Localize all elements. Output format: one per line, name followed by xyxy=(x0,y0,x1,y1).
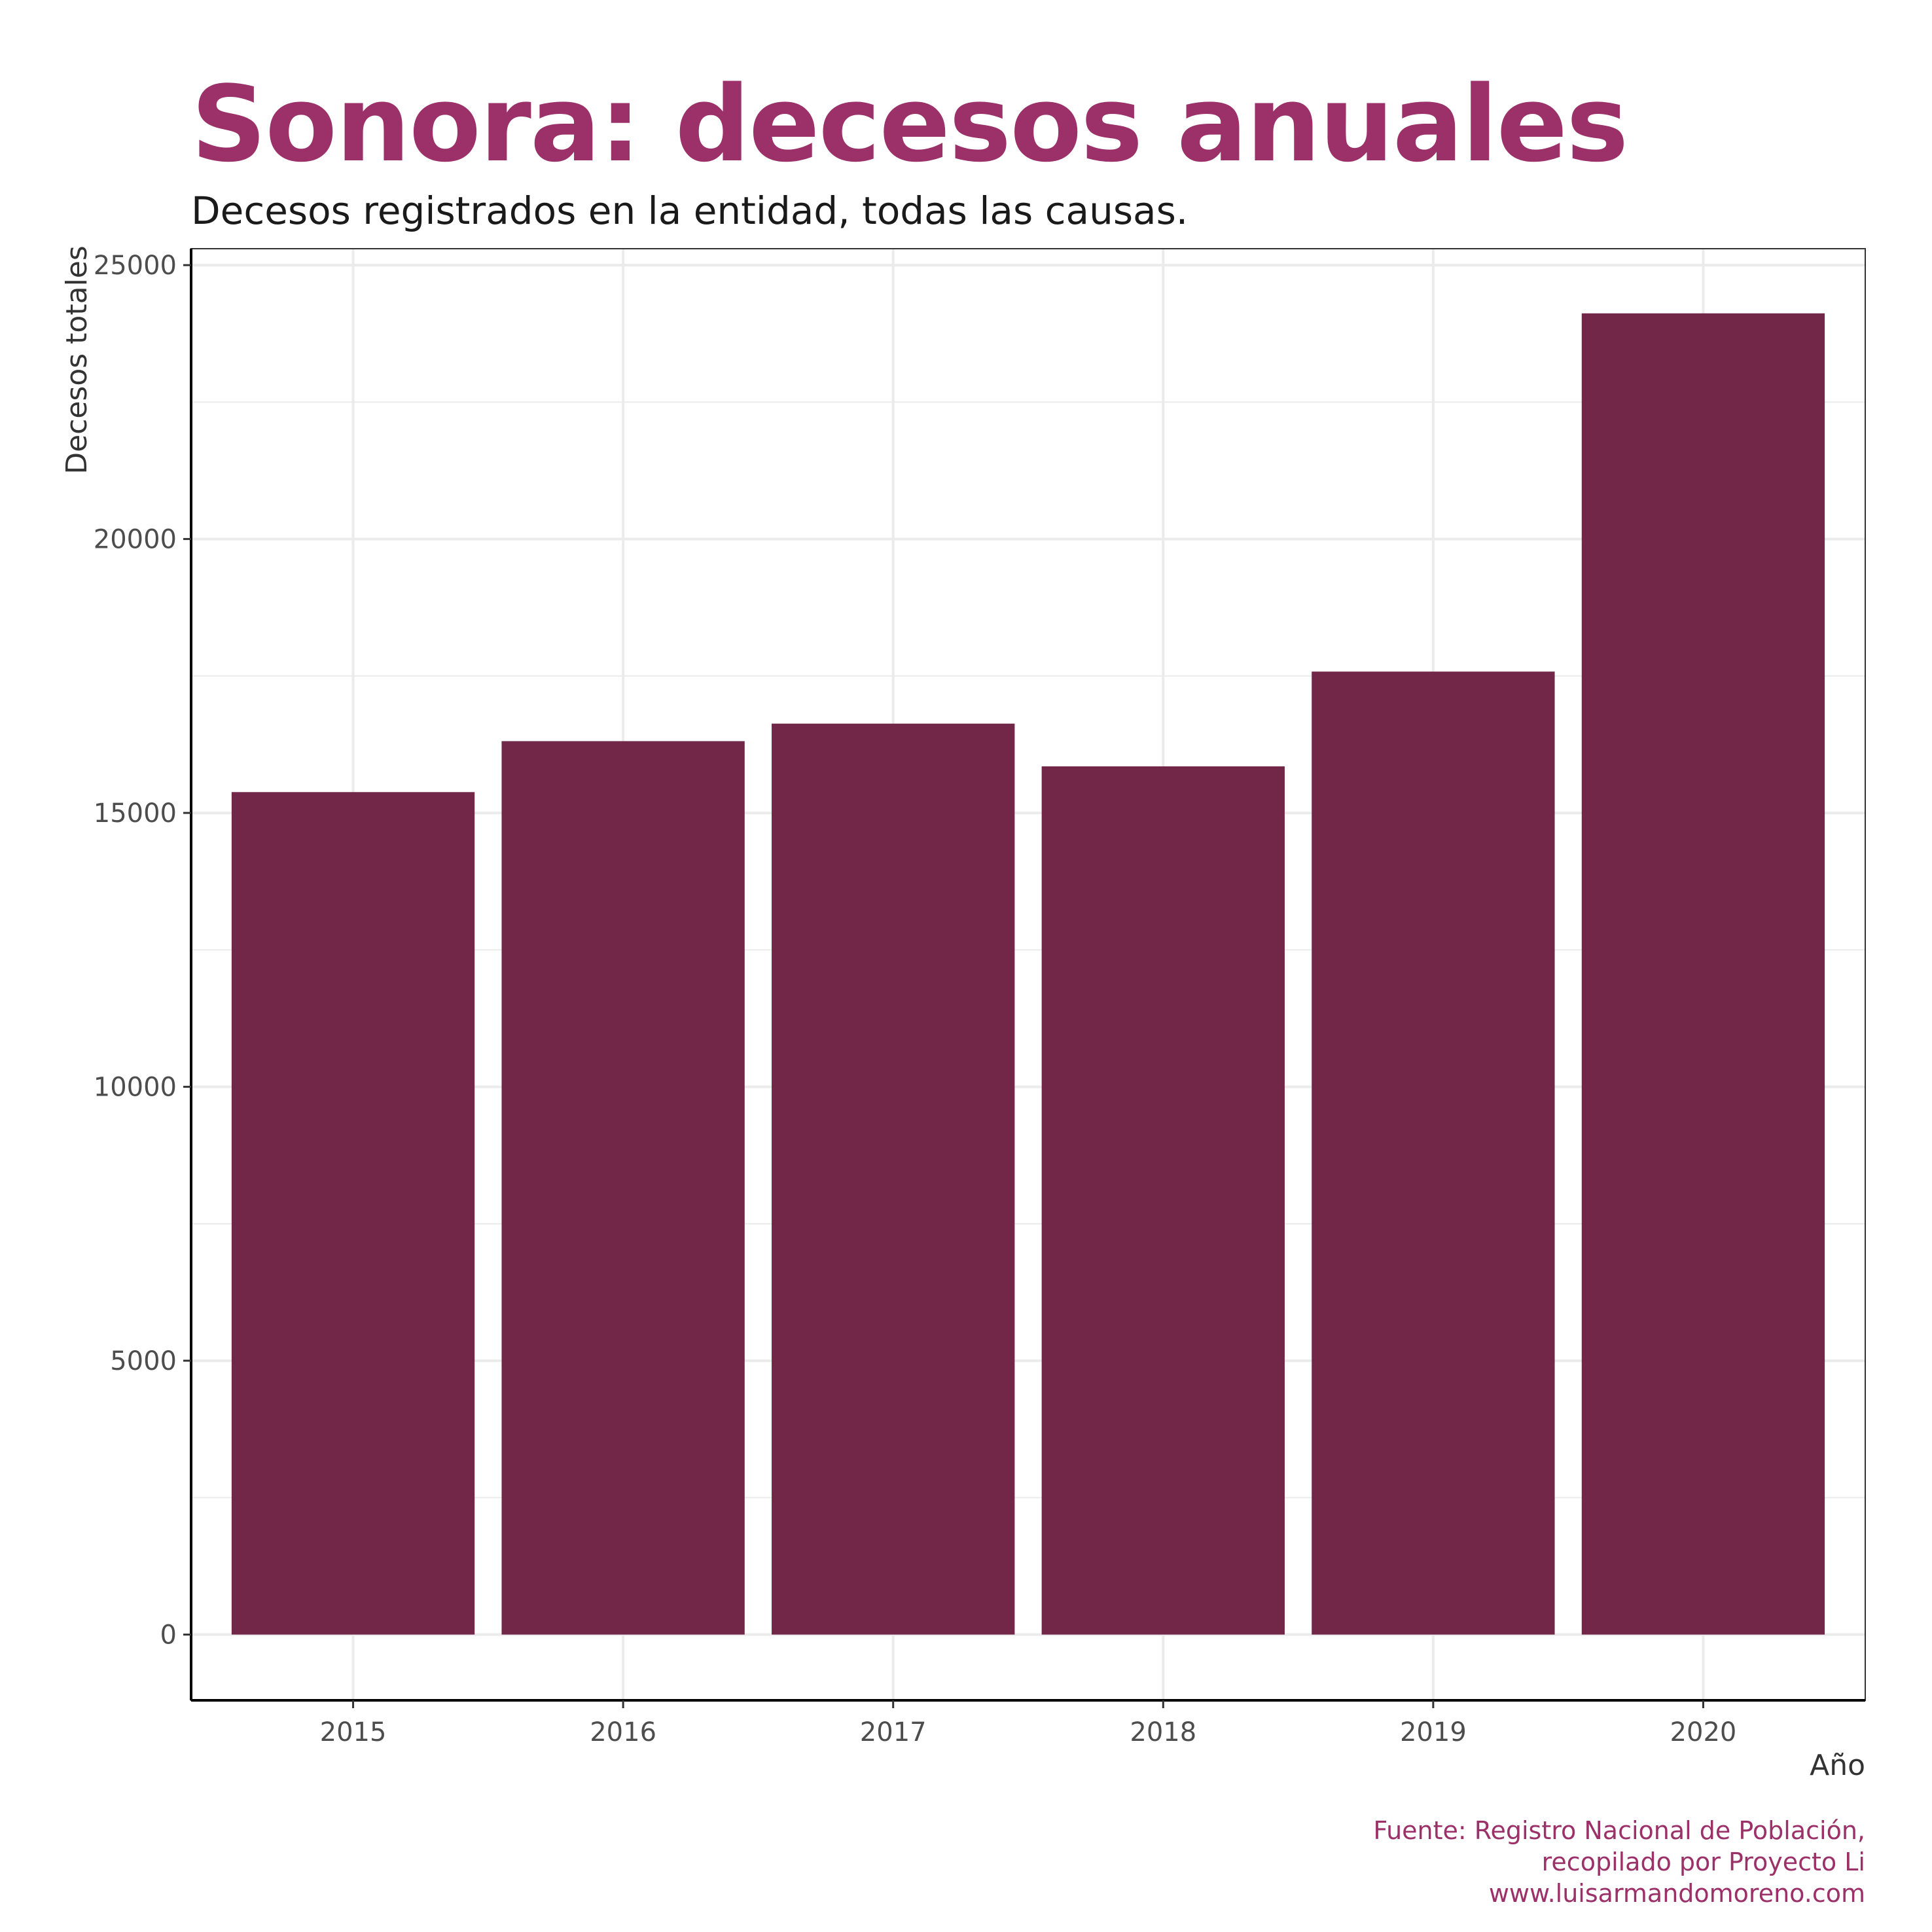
bar-2018 xyxy=(1041,766,1285,1635)
x-tick-label: 2016 xyxy=(590,1717,656,1747)
caption-source: Fuente: Registro Nacional de Población, xyxy=(1373,1816,1865,1845)
bar-2019 xyxy=(1312,671,1555,1635)
y-tick-label: 15000 xyxy=(94,798,177,829)
chart-subtitle: Decesos registrados en la entidad, todas… xyxy=(191,188,1188,233)
chart-title: Sonora: decesos anuales xyxy=(191,63,1627,185)
x-tick-label: 2020 xyxy=(1670,1717,1737,1747)
caption-website: www.luisarmandomoreno.com xyxy=(1489,1879,1865,1908)
x-tick-label: 2018 xyxy=(1130,1717,1196,1747)
x-tick-label: 2017 xyxy=(860,1717,927,1747)
x-tick-label: 2015 xyxy=(320,1717,387,1747)
y-tick-label: 5000 xyxy=(110,1346,177,1376)
bar-2020 xyxy=(1581,313,1825,1635)
x-tick-label: 2019 xyxy=(1400,1717,1467,1747)
caption-compiled: recopilado por Proyecto Li xyxy=(1542,1848,1865,1876)
y-tick-label: 10000 xyxy=(94,1073,177,1103)
bars xyxy=(231,313,1825,1635)
y-tick-labels: 0 5000 10000 15000 20000 25000 xyxy=(94,251,191,1651)
y-tick-label: 20000 xyxy=(94,525,177,555)
y-axis-label: Decesos totales xyxy=(60,245,94,474)
bar-2017 xyxy=(772,723,1015,1635)
y-tick-label: 25000 xyxy=(94,251,177,281)
bar-2016 xyxy=(501,741,745,1635)
axes xyxy=(190,248,1866,1702)
bar-2015 xyxy=(231,792,475,1635)
x-axis-label: Año xyxy=(1810,1749,1865,1782)
y-tick-label: 0 xyxy=(160,1620,177,1651)
x-tick-labels: 2015 2016 2017 2018 2019 2020 xyxy=(320,1700,1737,1747)
